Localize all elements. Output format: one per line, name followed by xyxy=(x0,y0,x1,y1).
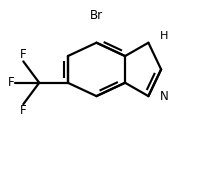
Text: H: H xyxy=(160,31,169,41)
Text: F: F xyxy=(8,76,15,89)
Text: N: N xyxy=(160,90,169,103)
Text: Br: Br xyxy=(90,9,103,22)
Text: F: F xyxy=(20,48,27,61)
Text: F: F xyxy=(20,104,27,117)
